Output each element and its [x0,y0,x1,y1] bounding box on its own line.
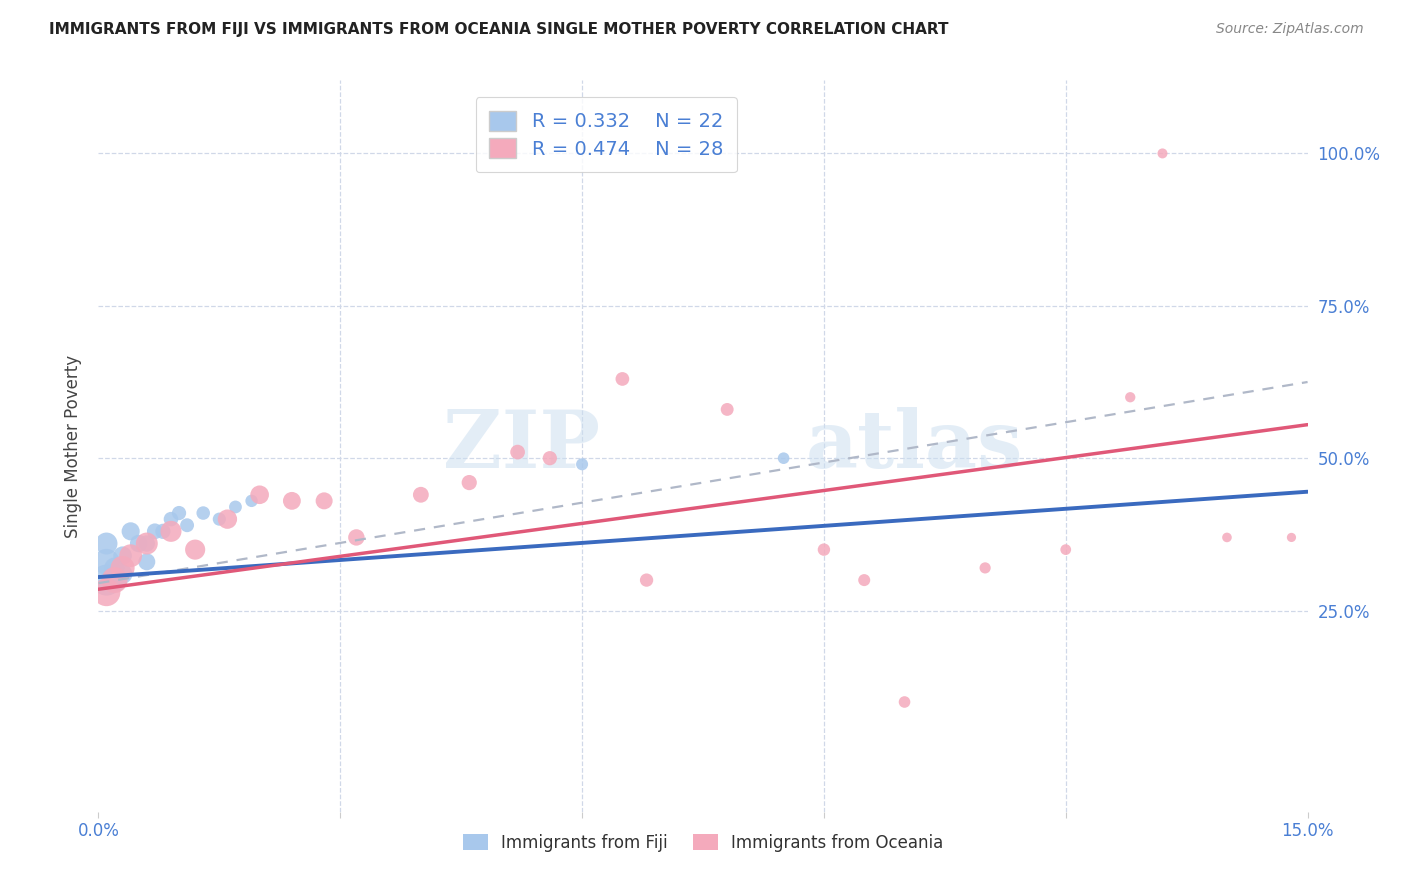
Point [208,512,231,526]
Point [1281,530,1303,544]
Point [772,451,794,466]
Point [716,402,738,417]
Point [96,573,118,587]
Point [160,512,183,526]
Point [184,542,207,557]
Point [103,573,125,587]
Point [974,561,997,575]
Point [135,536,157,550]
Point [240,494,263,508]
Point [458,475,481,490]
Point [120,549,142,563]
Point [1054,542,1077,557]
Text: Source: ZipAtlas.com: Source: ZipAtlas.com [1216,22,1364,37]
Point [135,536,157,550]
Point [103,561,125,575]
Point [409,488,432,502]
Point [217,512,239,526]
Point [135,555,157,569]
Point [571,458,593,472]
Point [853,573,876,587]
Point [224,500,246,514]
Point [506,445,529,459]
Point [1119,390,1142,404]
Point [636,573,658,587]
Point [96,585,118,599]
Point [314,494,336,508]
Point [96,536,118,550]
Point [143,524,166,539]
Point [281,494,304,508]
Text: ZIP: ZIP [443,407,600,485]
Point [893,695,915,709]
Point [111,561,134,575]
Point [538,451,561,466]
Point [96,555,118,569]
Point [120,524,142,539]
Point [176,518,198,533]
Point [111,549,134,563]
Point [152,524,174,539]
Point [813,542,835,557]
Point [612,372,634,386]
Point [128,536,150,550]
Y-axis label: Single Mother Poverty: Single Mother Poverty [63,354,82,538]
Point [103,573,125,587]
Text: IMMIGRANTS FROM FIJI VS IMMIGRANTS FROM OCEANIA SINGLE MOTHER POVERTY CORRELATIO: IMMIGRANTS FROM FIJI VS IMMIGRANTS FROM … [49,22,949,37]
Point [160,524,183,539]
Point [1152,146,1174,161]
Point [167,506,190,520]
Point [193,506,215,520]
Point [111,567,134,582]
Point [344,530,367,544]
Legend: Immigrants from Fiji, Immigrants from Oceania: Immigrants from Fiji, Immigrants from Oc… [456,827,950,858]
Point [249,488,271,502]
Text: atlas: atlas [806,407,1024,485]
Point [1216,530,1239,544]
